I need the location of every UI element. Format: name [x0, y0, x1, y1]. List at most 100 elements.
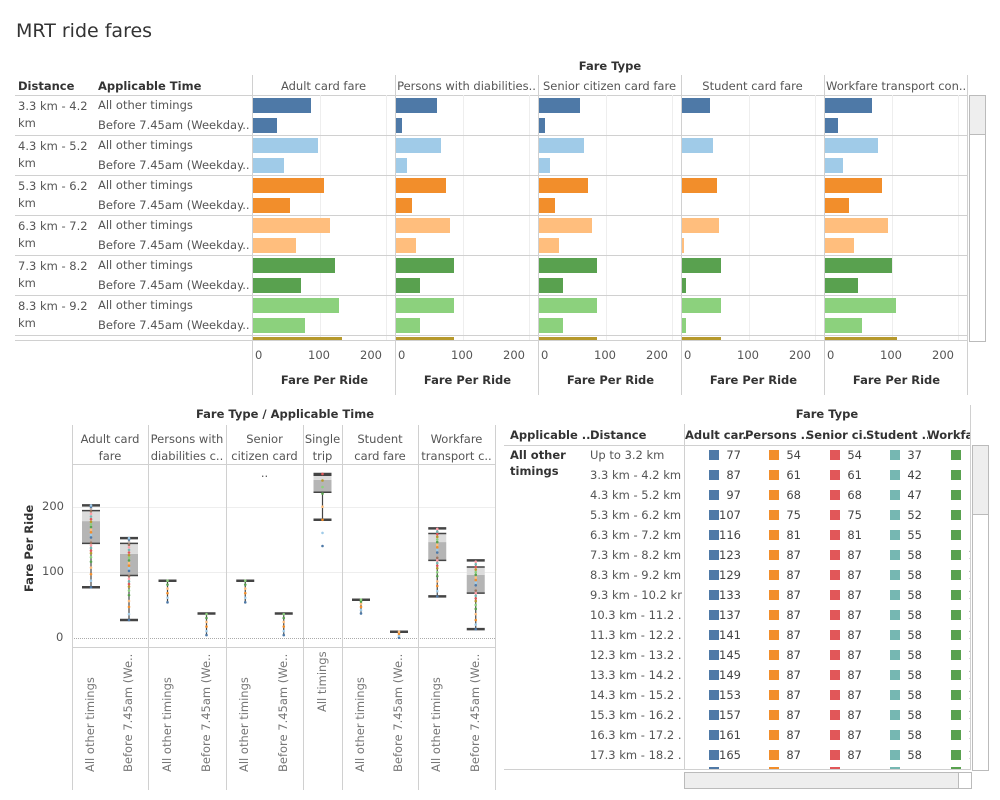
bar[interactable] — [825, 258, 892, 273]
panel-header[interactable]: Persons with diabilities.. — [397, 79, 536, 93]
color-legend-square — [890, 610, 900, 620]
bar[interactable] — [825, 138, 878, 153]
bar-chart-vertical-scrollbar[interactable] — [969, 95, 986, 342]
bar-partial[interactable] — [253, 337, 342, 340]
panel-header[interactable]: Adult card fare — [280, 79, 367, 93]
panel-header[interactable]: Senior citizen card fare — [542, 79, 677, 93]
bar[interactable] — [539, 198, 555, 213]
bar[interactable] — [682, 258, 721, 273]
bar[interactable] — [253, 198, 290, 213]
bar[interactable] — [539, 138, 584, 153]
bar-partial[interactable] — [396, 337, 454, 340]
bar[interactable] — [253, 258, 335, 273]
bar[interactable] — [539, 158, 550, 173]
bar[interactable] — [253, 238, 296, 253]
applicable-time-header[interactable]: Applicable Time — [98, 79, 202, 93]
bar[interactable] — [539, 318, 563, 333]
panel-header[interactable]: Student card fare — [354, 432, 406, 463]
table-applicable-time-header[interactable]: Applicable .. — [510, 428, 591, 442]
column-label: All other timings — [237, 677, 252, 772]
bar[interactable] — [253, 218, 330, 233]
panel-header[interactable]: Adult card fare — [80, 432, 140, 463]
bar[interactable] — [825, 278, 858, 293]
bar[interactable] — [682, 298, 721, 313]
color-legend-square — [830, 550, 840, 560]
bar[interactable] — [682, 178, 717, 193]
bar[interactable] — [682, 138, 713, 153]
bar[interactable] — [253, 318, 305, 333]
bar-partial[interactable] — [825, 337, 897, 340]
table-value-cell: 141 — [719, 628, 741, 642]
bar[interactable] — [825, 118, 838, 133]
bar[interactable] — [825, 158, 843, 173]
distance-header[interactable]: Distance — [18, 79, 75, 93]
bar[interactable] — [253, 178, 324, 193]
scrollbar-thumb[interactable] — [973, 446, 988, 515]
bar[interactable] — [253, 98, 311, 113]
panel-header[interactable]: Single trip — [304, 432, 341, 463]
bar[interactable] — [539, 98, 580, 113]
bar[interactable] — [253, 278, 301, 293]
table-value-cell: 107 — [719, 508, 741, 522]
bar[interactable] — [396, 318, 420, 333]
bar[interactable] — [539, 218, 592, 233]
table-horizontal-scrollbar[interactable] — [684, 772, 972, 789]
bar[interactable] — [825, 98, 872, 113]
bar[interactable] — [253, 138, 318, 153]
bar[interactable] — [396, 138, 441, 153]
bar[interactable] — [253, 298, 339, 313]
bar[interactable] — [682, 218, 719, 233]
panel-header[interactable]: Senior citizen card .. — [231, 432, 298, 480]
distance-label: 6.3 km - 7.2 km — [18, 219, 88, 250]
bar[interactable] — [825, 218, 888, 233]
bar[interactable] — [396, 198, 412, 213]
panel-header[interactable]: Workfare transport con.. — [826, 79, 965, 93]
panel-header[interactable]: Persons with diabilities c.. — [150, 432, 224, 463]
bar[interactable] — [539, 298, 597, 313]
table-value-cell: 137 — [719, 608, 741, 622]
table-distance-header[interactable]: Distance — [590, 428, 647, 442]
table-column-header[interactable]: Senior ci.. — [806, 428, 868, 442]
table-column-header[interactable]: Student .. — [866, 428, 928, 442]
table-vertical-scrollbar[interactable] — [972, 445, 989, 771]
bar[interactable] — [682, 238, 684, 253]
bar[interactable] — [396, 118, 402, 133]
bar-partial[interactable] — [682, 337, 721, 340]
table-value-cell: 11 — [949, 628, 970, 642]
table-value-cell: 133 — [719, 588, 741, 602]
bar[interactable] — [825, 298, 896, 313]
bar[interactable] — [396, 298, 454, 313]
bar[interactable] — [825, 318, 862, 333]
bar[interactable] — [825, 198, 849, 213]
bar[interactable] — [396, 178, 446, 193]
bar[interactable] — [682, 278, 686, 293]
panel-header[interactable]: Workfare transport c.. — [421, 432, 492, 463]
bar[interactable] — [539, 258, 597, 273]
bar[interactable] — [396, 98, 437, 113]
bar[interactable] — [682, 318, 686, 333]
bar[interactable] — [539, 238, 559, 253]
bar[interactable] — [539, 278, 563, 293]
bar[interactable] — [253, 158, 284, 173]
scrollbar-thumb[interactable] — [685, 773, 959, 788]
bar[interactable] — [539, 118, 545, 133]
bar[interactable] — [396, 218, 450, 233]
data-point — [435, 595, 439, 598]
bar[interactable] — [539, 178, 588, 193]
bar[interactable] — [253, 118, 277, 133]
table-value-cell: 12 — [949, 708, 970, 722]
bar[interactable] — [396, 238, 416, 253]
table-header-divider — [504, 445, 970, 446]
bar[interactable] — [682, 98, 710, 113]
table-column-header[interactable]: Adult car.. — [685, 428, 747, 442]
scrollbar-thumb[interactable] — [970, 96, 985, 135]
bar[interactable] — [396, 158, 407, 173]
table-column-header[interactable]: Persons .. — [745, 428, 807, 442]
bar[interactable] — [825, 238, 854, 253]
bar-partial[interactable] — [539, 337, 597, 340]
bar[interactable] — [396, 278, 420, 293]
table-column-header[interactable]: Workfa — [927, 428, 970, 442]
panel-header[interactable]: Student card fare — [702, 79, 803, 93]
bar[interactable] — [396, 258, 454, 273]
bar[interactable] — [825, 178, 882, 193]
